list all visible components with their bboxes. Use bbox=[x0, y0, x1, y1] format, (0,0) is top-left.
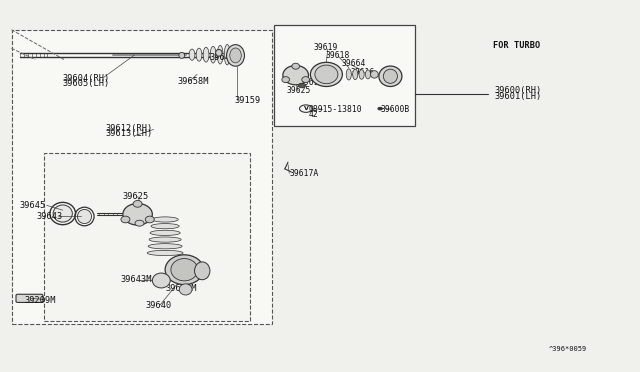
Ellipse shape bbox=[195, 262, 210, 280]
Ellipse shape bbox=[302, 77, 310, 83]
Ellipse shape bbox=[346, 69, 351, 80]
Bar bbox=[274, 25, 415, 126]
Text: 39600B: 39600B bbox=[380, 105, 410, 114]
Ellipse shape bbox=[217, 45, 223, 64]
Ellipse shape bbox=[150, 230, 180, 235]
Ellipse shape bbox=[282, 77, 289, 83]
Ellipse shape bbox=[365, 70, 371, 79]
Text: 39601(LH): 39601(LH) bbox=[494, 92, 541, 101]
Text: 39616: 39616 bbox=[351, 68, 375, 77]
Text: 39625: 39625 bbox=[287, 86, 311, 95]
Ellipse shape bbox=[359, 70, 364, 79]
Text: ^396*0059: ^396*0059 bbox=[549, 346, 588, 352]
Ellipse shape bbox=[152, 217, 178, 222]
Ellipse shape bbox=[145, 216, 154, 223]
Text: 08915-13810: 08915-13810 bbox=[308, 105, 362, 114]
Ellipse shape bbox=[315, 65, 338, 84]
Ellipse shape bbox=[371, 71, 378, 78]
Text: 39159: 39159 bbox=[234, 96, 260, 105]
Ellipse shape bbox=[210, 46, 216, 63]
Text: 39619: 39619 bbox=[314, 43, 338, 52]
Text: 39658M: 39658M bbox=[178, 77, 209, 86]
Text: 39600(RH): 39600(RH) bbox=[494, 86, 541, 94]
Ellipse shape bbox=[310, 62, 342, 86]
Ellipse shape bbox=[151, 224, 179, 229]
Text: 39643M: 39643M bbox=[120, 275, 152, 284]
Ellipse shape bbox=[383, 69, 397, 83]
Ellipse shape bbox=[227, 45, 244, 66]
Text: 39612(RH): 39612(RH) bbox=[106, 124, 153, 133]
Text: 39613(LH): 39613(LH) bbox=[106, 129, 153, 138]
Ellipse shape bbox=[179, 52, 184, 58]
Ellipse shape bbox=[225, 45, 230, 65]
Ellipse shape bbox=[135, 220, 144, 226]
Text: 39605(LH): 39605(LH) bbox=[63, 79, 110, 88]
Ellipse shape bbox=[298, 83, 306, 88]
Ellipse shape bbox=[121, 216, 130, 223]
Ellipse shape bbox=[152, 273, 170, 288]
Text: 39664: 39664 bbox=[341, 60, 365, 68]
Text: 39625: 39625 bbox=[123, 192, 149, 201]
Ellipse shape bbox=[189, 49, 195, 60]
Ellipse shape bbox=[149, 237, 181, 242]
Ellipse shape bbox=[53, 205, 72, 222]
Ellipse shape bbox=[179, 284, 192, 295]
Ellipse shape bbox=[283, 65, 308, 85]
Ellipse shape bbox=[133, 201, 142, 207]
Ellipse shape bbox=[230, 48, 241, 63]
Ellipse shape bbox=[378, 108, 383, 110]
Bar bbox=[12, 30, 272, 324]
Text: V: V bbox=[303, 106, 308, 111]
Text: FOR TURBO: FOR TURBO bbox=[493, 41, 540, 50]
Text: 39604(RH): 39604(RH) bbox=[63, 74, 110, 83]
Ellipse shape bbox=[147, 250, 183, 256]
Text: 39658M: 39658M bbox=[165, 284, 196, 293]
Ellipse shape bbox=[216, 49, 222, 56]
Bar bbox=[44, 153, 250, 321]
Text: 39645: 39645 bbox=[19, 201, 45, 210]
Ellipse shape bbox=[123, 203, 152, 225]
Text: 39641: 39641 bbox=[210, 53, 236, 62]
Text: 39209M: 39209M bbox=[24, 296, 56, 305]
Text: 42: 42 bbox=[308, 110, 318, 119]
Text: 39643: 39643 bbox=[36, 212, 63, 221]
Ellipse shape bbox=[171, 259, 198, 281]
Ellipse shape bbox=[204, 47, 209, 62]
Text: 39640: 39640 bbox=[146, 301, 172, 310]
Ellipse shape bbox=[165, 255, 204, 285]
Ellipse shape bbox=[77, 209, 92, 224]
Text: 39618: 39618 bbox=[325, 51, 349, 60]
Text: 39614: 39614 bbox=[300, 78, 324, 87]
Text: 39617A: 39617A bbox=[289, 169, 319, 178]
Ellipse shape bbox=[353, 69, 358, 80]
FancyBboxPatch shape bbox=[16, 294, 43, 302]
Ellipse shape bbox=[379, 66, 402, 87]
Ellipse shape bbox=[148, 244, 182, 249]
Ellipse shape bbox=[196, 48, 202, 61]
Ellipse shape bbox=[292, 63, 300, 69]
